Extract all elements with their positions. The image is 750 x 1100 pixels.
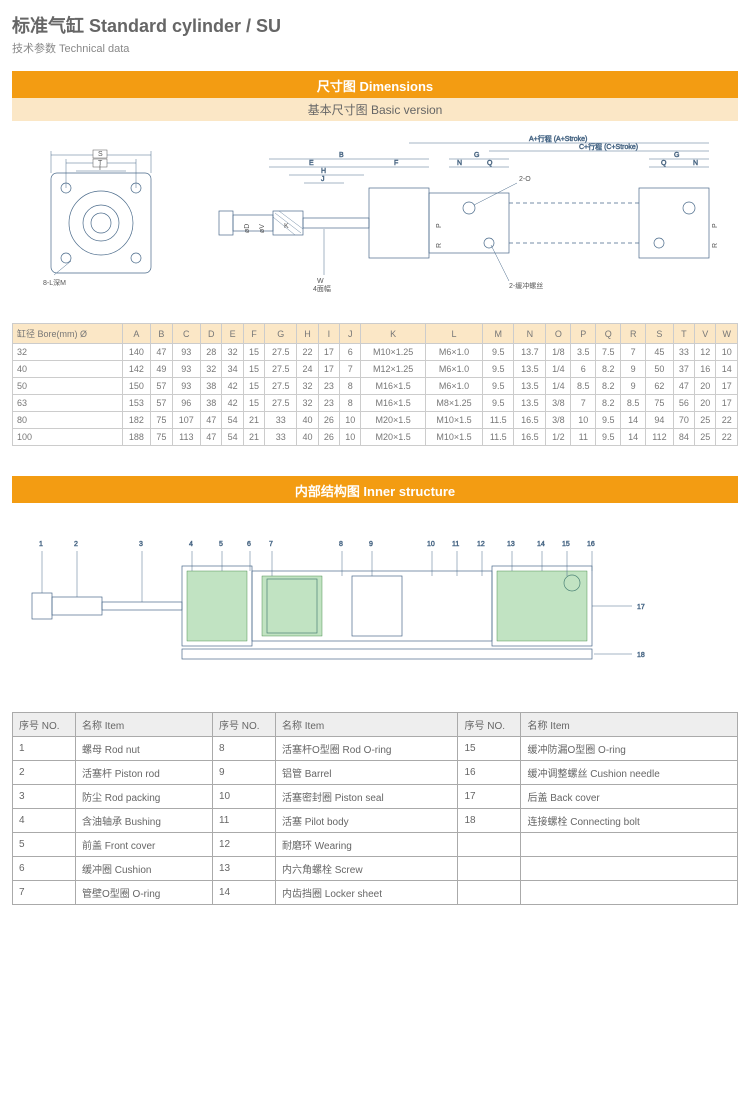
svg-text:5: 5	[219, 541, 223, 548]
svg-text:4: 4	[189, 541, 193, 548]
svg-text:K: K	[284, 223, 289, 230]
side-view-diagram: A+行程 (A+Stroke) C+行程 (C+Stroke) B E F H …	[209, 133, 729, 303]
svg-text:8-L深M: 8-L深M	[43, 278, 66, 287]
svg-text:7: 7	[269, 541, 273, 548]
svg-text:11: 11	[452, 541, 459, 548]
svg-text:H: H	[321, 168, 326, 175]
svg-text:2: 2	[74, 541, 78, 548]
svg-text:2-O: 2-O	[519, 176, 531, 183]
page-subtitle: 技术参数 Technical data	[12, 40, 738, 56]
svg-text:øV: øV	[259, 224, 266, 233]
svg-text:4面幅: 4面幅	[313, 284, 331, 293]
svg-text:9: 9	[369, 541, 373, 548]
svg-text:A+行程 (A+Stroke): A+行程 (A+Stroke)	[529, 134, 587, 143]
dimensions-table: 缸径 Bore(mm) ØABCDEFGHIJKLMNOPQRSTVW 3214…	[12, 323, 738, 446]
svg-text:G: G	[674, 152, 679, 159]
svg-text:15: 15	[562, 541, 570, 548]
svg-text:J: J	[321, 176, 325, 183]
svg-text:1: 1	[39, 541, 43, 548]
svg-text:I: I	[99, 165, 101, 172]
svg-text:G: G	[474, 152, 479, 159]
svg-text:Q: Q	[487, 160, 493, 167]
svg-text:øD: øD	[244, 224, 251, 233]
svg-text:3: 3	[139, 541, 143, 548]
front-view-diagram: S T I 8-L深M	[21, 133, 181, 303]
svg-text:C+行程 (C+Stroke): C+行程 (C+Stroke)	[579, 142, 638, 151]
svg-text:N: N	[457, 160, 462, 167]
dimensions-subheader: 基本尺寸图 Basic version	[12, 98, 738, 121]
dimensions-diagram: S T I 8-L深M A+行程 (A+Stroke) C+行程 (C+Stro…	[12, 121, 738, 315]
inner-structure-diagram: 1 2 3 4 5 6 7 8 9 10 11 12 13 14 15 16 1…	[12, 521, 738, 694]
svg-text:R: R	[712, 243, 719, 248]
svg-text:14: 14	[537, 541, 545, 548]
svg-text:2-缓冲螺丝: 2-缓冲螺丝	[509, 281, 543, 290]
svg-text:E: E	[309, 160, 314, 167]
svg-text:13: 13	[507, 541, 515, 548]
svg-text:B: B	[339, 152, 344, 159]
svg-text:17: 17	[637, 604, 645, 611]
svg-text:F: F	[394, 160, 398, 167]
svg-text:18: 18	[637, 652, 645, 659]
parts-table: 序号 NO.名称 Item 序号 NO.名称 Item 序号 NO.名称 Ite…	[12, 712, 738, 905]
svg-text:P: P	[436, 223, 443, 228]
svg-text:N: N	[693, 160, 698, 167]
svg-text:R: R	[436, 243, 443, 248]
svg-text:Q: Q	[661, 160, 667, 167]
inner-structure-header: 内部结构图 Inner structure	[12, 478, 738, 503]
svg-text:12: 12	[477, 541, 485, 548]
svg-text:8: 8	[339, 541, 343, 548]
svg-text:10: 10	[427, 541, 435, 548]
svg-text:W: W	[317, 278, 324, 285]
svg-text:16: 16	[587, 541, 595, 548]
svg-text:6: 6	[247, 541, 251, 548]
page-title: 标准气缸 Standard cylinder / SU	[12, 12, 738, 38]
dimensions-header: 尺寸图 Dimensions	[12, 73, 738, 98]
svg-text:P: P	[712, 223, 719, 228]
svg-text:S: S	[98, 151, 103, 158]
